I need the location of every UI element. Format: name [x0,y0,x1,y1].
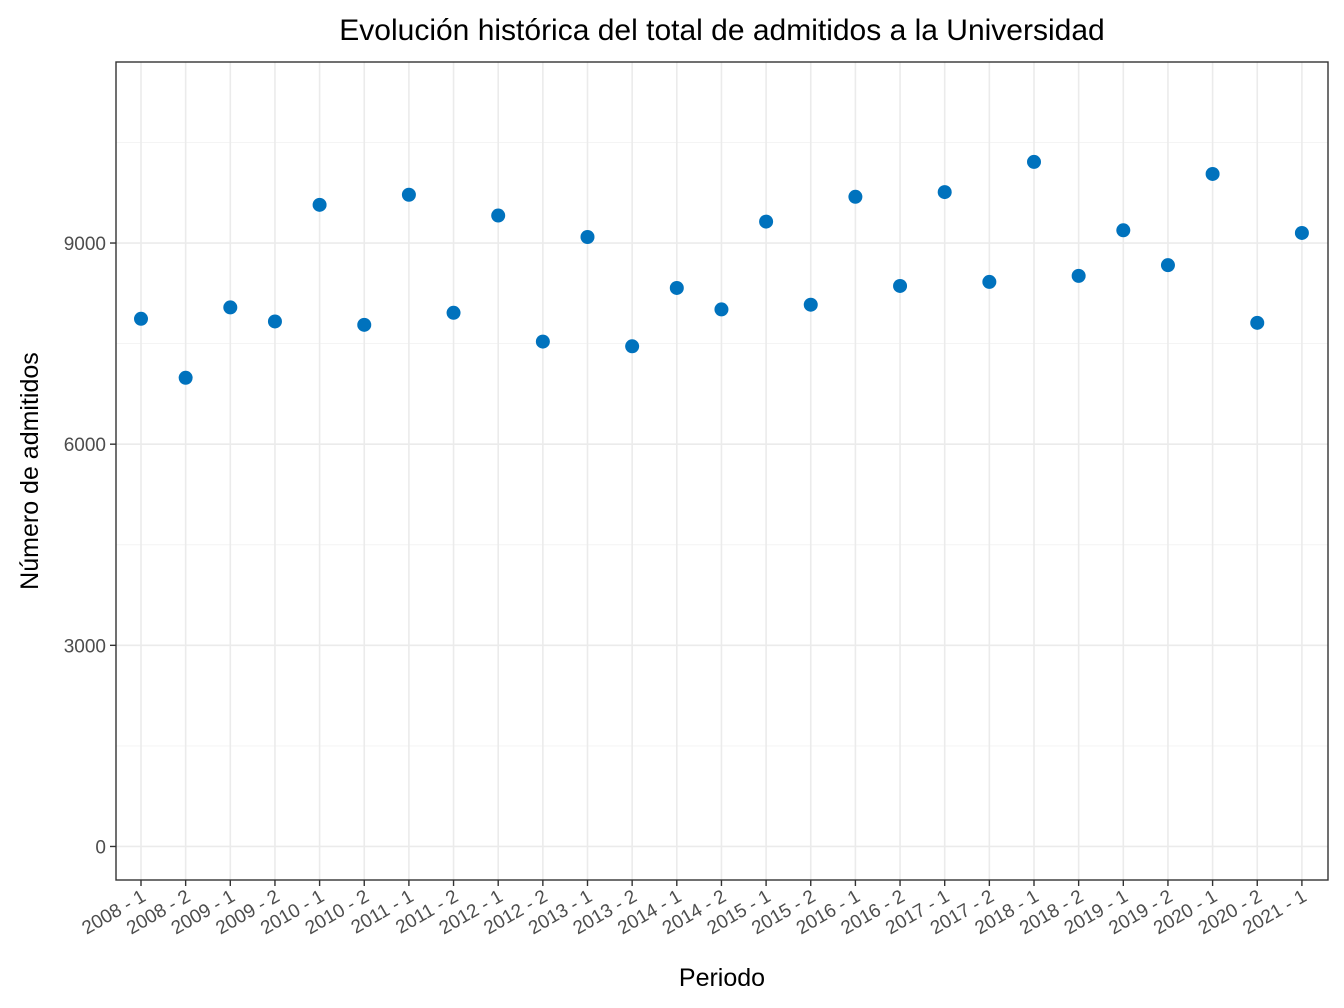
y-tick-label: 0 [95,837,106,858]
data-point [535,334,550,349]
data-point [1116,223,1131,238]
data-point [580,229,595,244]
data-point [669,280,684,295]
data-point [1160,258,1175,273]
y-tick-label: 6000 [64,435,106,456]
chart-title: Evolución histórica del total de admitid… [339,14,1104,47]
data-point [982,274,997,289]
data-point [357,317,372,332]
data-point [937,185,952,200]
data-point [1294,225,1309,240]
data-point [848,189,863,204]
data-point [1205,166,1220,181]
y-tick-label: 3000 [64,636,106,657]
data-point [759,214,774,229]
data-point [401,187,416,202]
y-axis: 0 3000 6000 9000 [64,234,116,858]
data-point [625,339,640,354]
data-point [178,370,193,385]
data-point [893,278,908,293]
y-tick-label: 9000 [64,234,106,255]
data-point [267,314,282,329]
data-point [446,305,461,320]
y-axis-title: Número de admitidos [16,352,44,590]
data-point [714,302,729,317]
data-point [134,311,148,326]
grid-lines [116,62,1328,880]
data-point [1027,154,1041,169]
data-point [1250,315,1265,330]
data-point [1071,268,1086,283]
data-point [312,197,327,212]
x-axis-title: Periodo [679,964,765,992]
data-point [223,300,238,315]
data-point [803,297,818,312]
data-point [491,208,506,223]
data-points [134,154,1309,385]
